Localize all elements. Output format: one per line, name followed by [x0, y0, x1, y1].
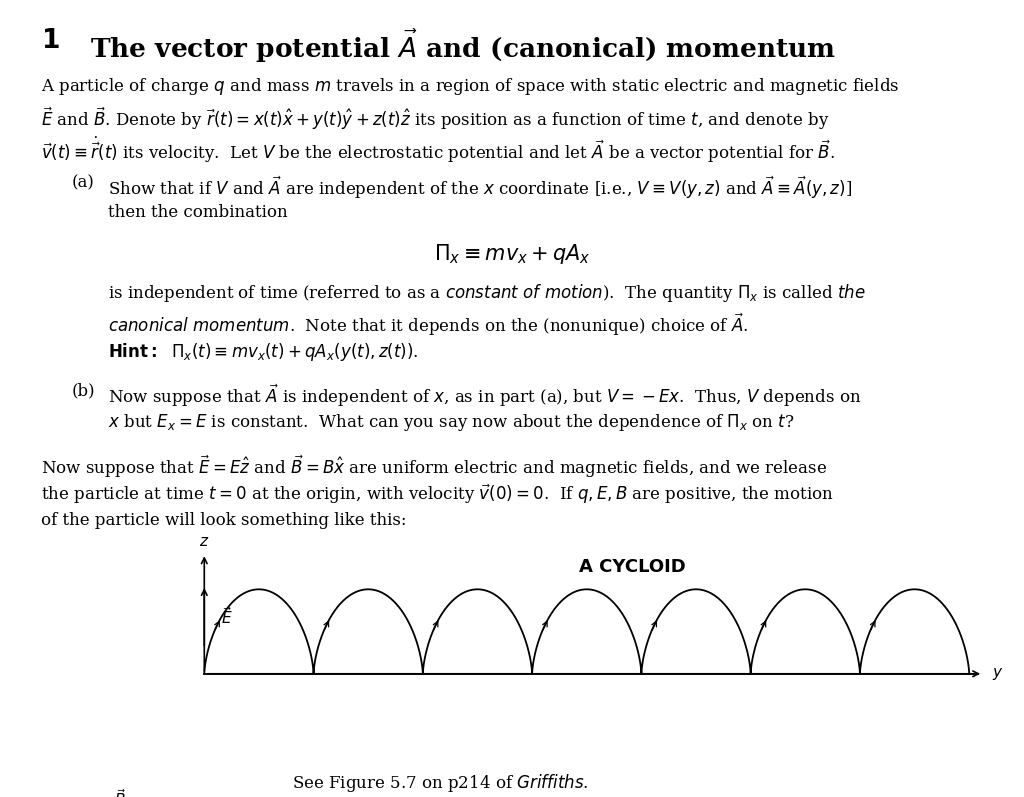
- Text: A particle of charge $q$ and mass $m$ travels in a region of space with static e: A particle of charge $q$ and mass $m$ tr…: [41, 76, 899, 96]
- Text: is independent of time (referred to as a $\mathit{constant\ of\ motion}$).  The : is independent of time (referred to as a…: [108, 282, 865, 304]
- Text: $\vec{E}$: $\vec{E}$: [221, 607, 232, 627]
- Text: $\mathbf{1}$: $\mathbf{1}$: [41, 28, 59, 53]
- Text: Now suppose that $\vec{E} = E\hat{z}$ and $\vec{B} = B\hat{x}$ are uniform elect: Now suppose that $\vec{E} = E\hat{z}$ an…: [41, 453, 827, 480]
- Text: $x$ but $E_x = E$ is constant.  What can you say now about the dependence of $\P: $x$ but $E_x = E$ is constant. What can …: [108, 412, 795, 433]
- Text: Show that if $V$ and $\vec{A}$ are independent of the $x$ coordinate [i.e., $V \: Show that if $V$ and $\vec{A}$ are indep…: [108, 175, 852, 201]
- Text: (b): (b): [72, 383, 95, 399]
- Text: $z$: $z$: [199, 534, 210, 549]
- Text: $\mathit{canonical\ momentum}$.  Note that it depends on the (nonunique) choice : $\mathit{canonical\ momentum}$. Note tha…: [108, 312, 748, 338]
- Text: Now suppose that $\vec{A}$ is independent of $x$, as in part (a), but $V = -Ex$.: Now suppose that $\vec{A}$ is independen…: [108, 383, 861, 409]
- Text: $\vec{E}$ and $\vec{B}$. Denote by $\vec{r}(t) = x(t)\hat{x} + y(t)\hat{y} + z(t: $\vec{E}$ and $\vec{B}$. Denote by $\vec…: [41, 105, 829, 132]
- Text: $\vec{v}(t) \equiv \dot{\vec{r}}(t)$ its velocity.  Let $V$ be the electrostatic: $\vec{v}(t) \equiv \dot{\vec{r}}(t)$ its…: [41, 135, 835, 165]
- Text: $y$: $y$: [992, 665, 1004, 681]
- Text: A CYCLOID: A CYCLOID: [580, 558, 686, 575]
- Text: See Figure 5.7 on p214 of $\mathit{Griffiths}$.: See Figure 5.7 on p214 of $\mathit{Griff…: [292, 771, 589, 794]
- Text: The vector potential $\vec{A}$ and (canonical) momentum: The vector potential $\vec{A}$ and (cano…: [90, 28, 837, 65]
- Text: the particle at time $t = 0$ at the origin, with velocity $\vec{v}(0) = 0$.  If : the particle at time $t = 0$ at the orig…: [41, 483, 834, 506]
- Text: $\vec{B}$: $\vec{B}$: [114, 788, 126, 797]
- Text: $\mathbf{Hint:}$  $\Pi_x(t) \equiv mv_x(t) + qA_x(y(t), z(t))$.: $\mathbf{Hint:}$ $\Pi_x(t) \equiv mv_x(t…: [108, 341, 418, 363]
- Text: of the particle will look something like this:: of the particle will look something like…: [41, 512, 407, 529]
- Text: (a): (a): [72, 175, 94, 191]
- Text: then the combination: then the combination: [108, 204, 287, 221]
- Text: $\Pi_x \equiv mv_x + qA_x$: $\Pi_x \equiv mv_x + qA_x$: [434, 242, 590, 266]
